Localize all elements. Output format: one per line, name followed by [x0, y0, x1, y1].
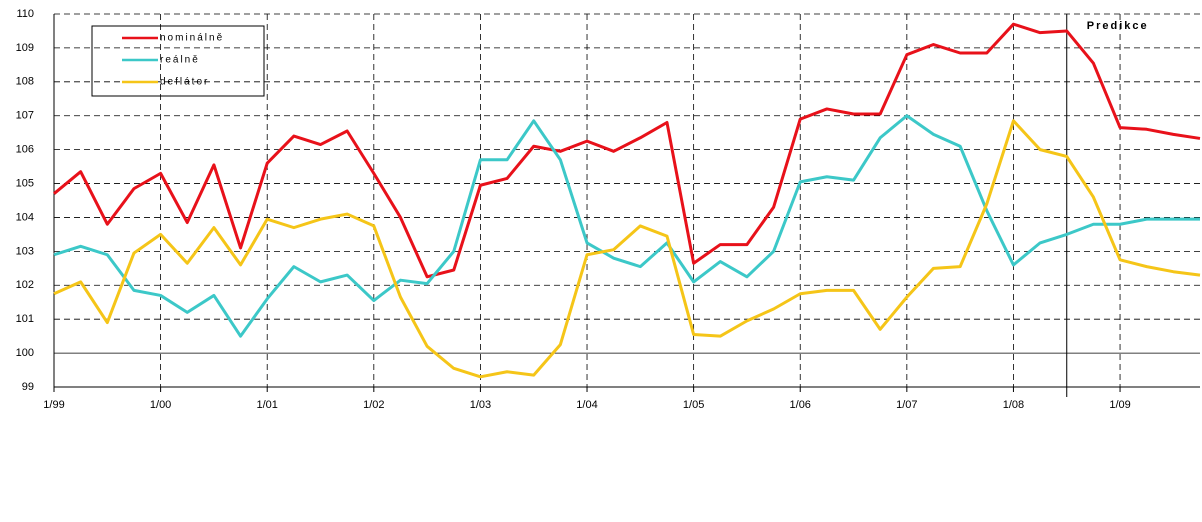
line-series [53, 119, 1201, 379]
x-tick-label: 1/06 [790, 399, 811, 411]
y-tick-label: 99 [22, 381, 34, 393]
x-tick-label: 1/03 [470, 399, 491, 411]
x-tick-label: 1/02 [363, 399, 384, 411]
legend-label: reálně [160, 55, 200, 66]
y-tick-label: 108 [16, 76, 34, 88]
line-series [53, 114, 1200, 338]
y-tick-label: 103 [16, 245, 34, 257]
x-tick-label: 1/05 [683, 399, 704, 411]
line-series [53, 22, 1201, 279]
legend-box [91, 25, 265, 97]
x-tick-label: 1/07 [896, 399, 917, 411]
x-tick-label: 1/09 [1109, 399, 1130, 411]
y-tick-label: 105 [16, 177, 34, 189]
y-tick-label: 110 [16, 8, 34, 20]
y-tick-label: 100 [16, 347, 34, 359]
x-tick-label: 1/00 [150, 399, 171, 411]
y-tick-label: 107 [16, 110, 34, 122]
y-tick-label: 106 [16, 144, 34, 156]
y-tick-label: 101 [16, 313, 34, 325]
legend-label: nominálně [160, 33, 224, 44]
annotation: Predikce [1087, 20, 1149, 32]
x-tick-label: 1/04 [576, 399, 597, 411]
y-tick-label: 102 [16, 279, 34, 291]
x-tick-label: 1/01 [256, 399, 277, 411]
y-tick-label: 104 [16, 211, 34, 223]
legend-label: deflátor [160, 77, 209, 88]
x-tick-label: 1/99 [43, 399, 64, 411]
x-tick-label: 1/08 [1003, 399, 1024, 411]
y-tick-label: 109 [16, 42, 34, 54]
